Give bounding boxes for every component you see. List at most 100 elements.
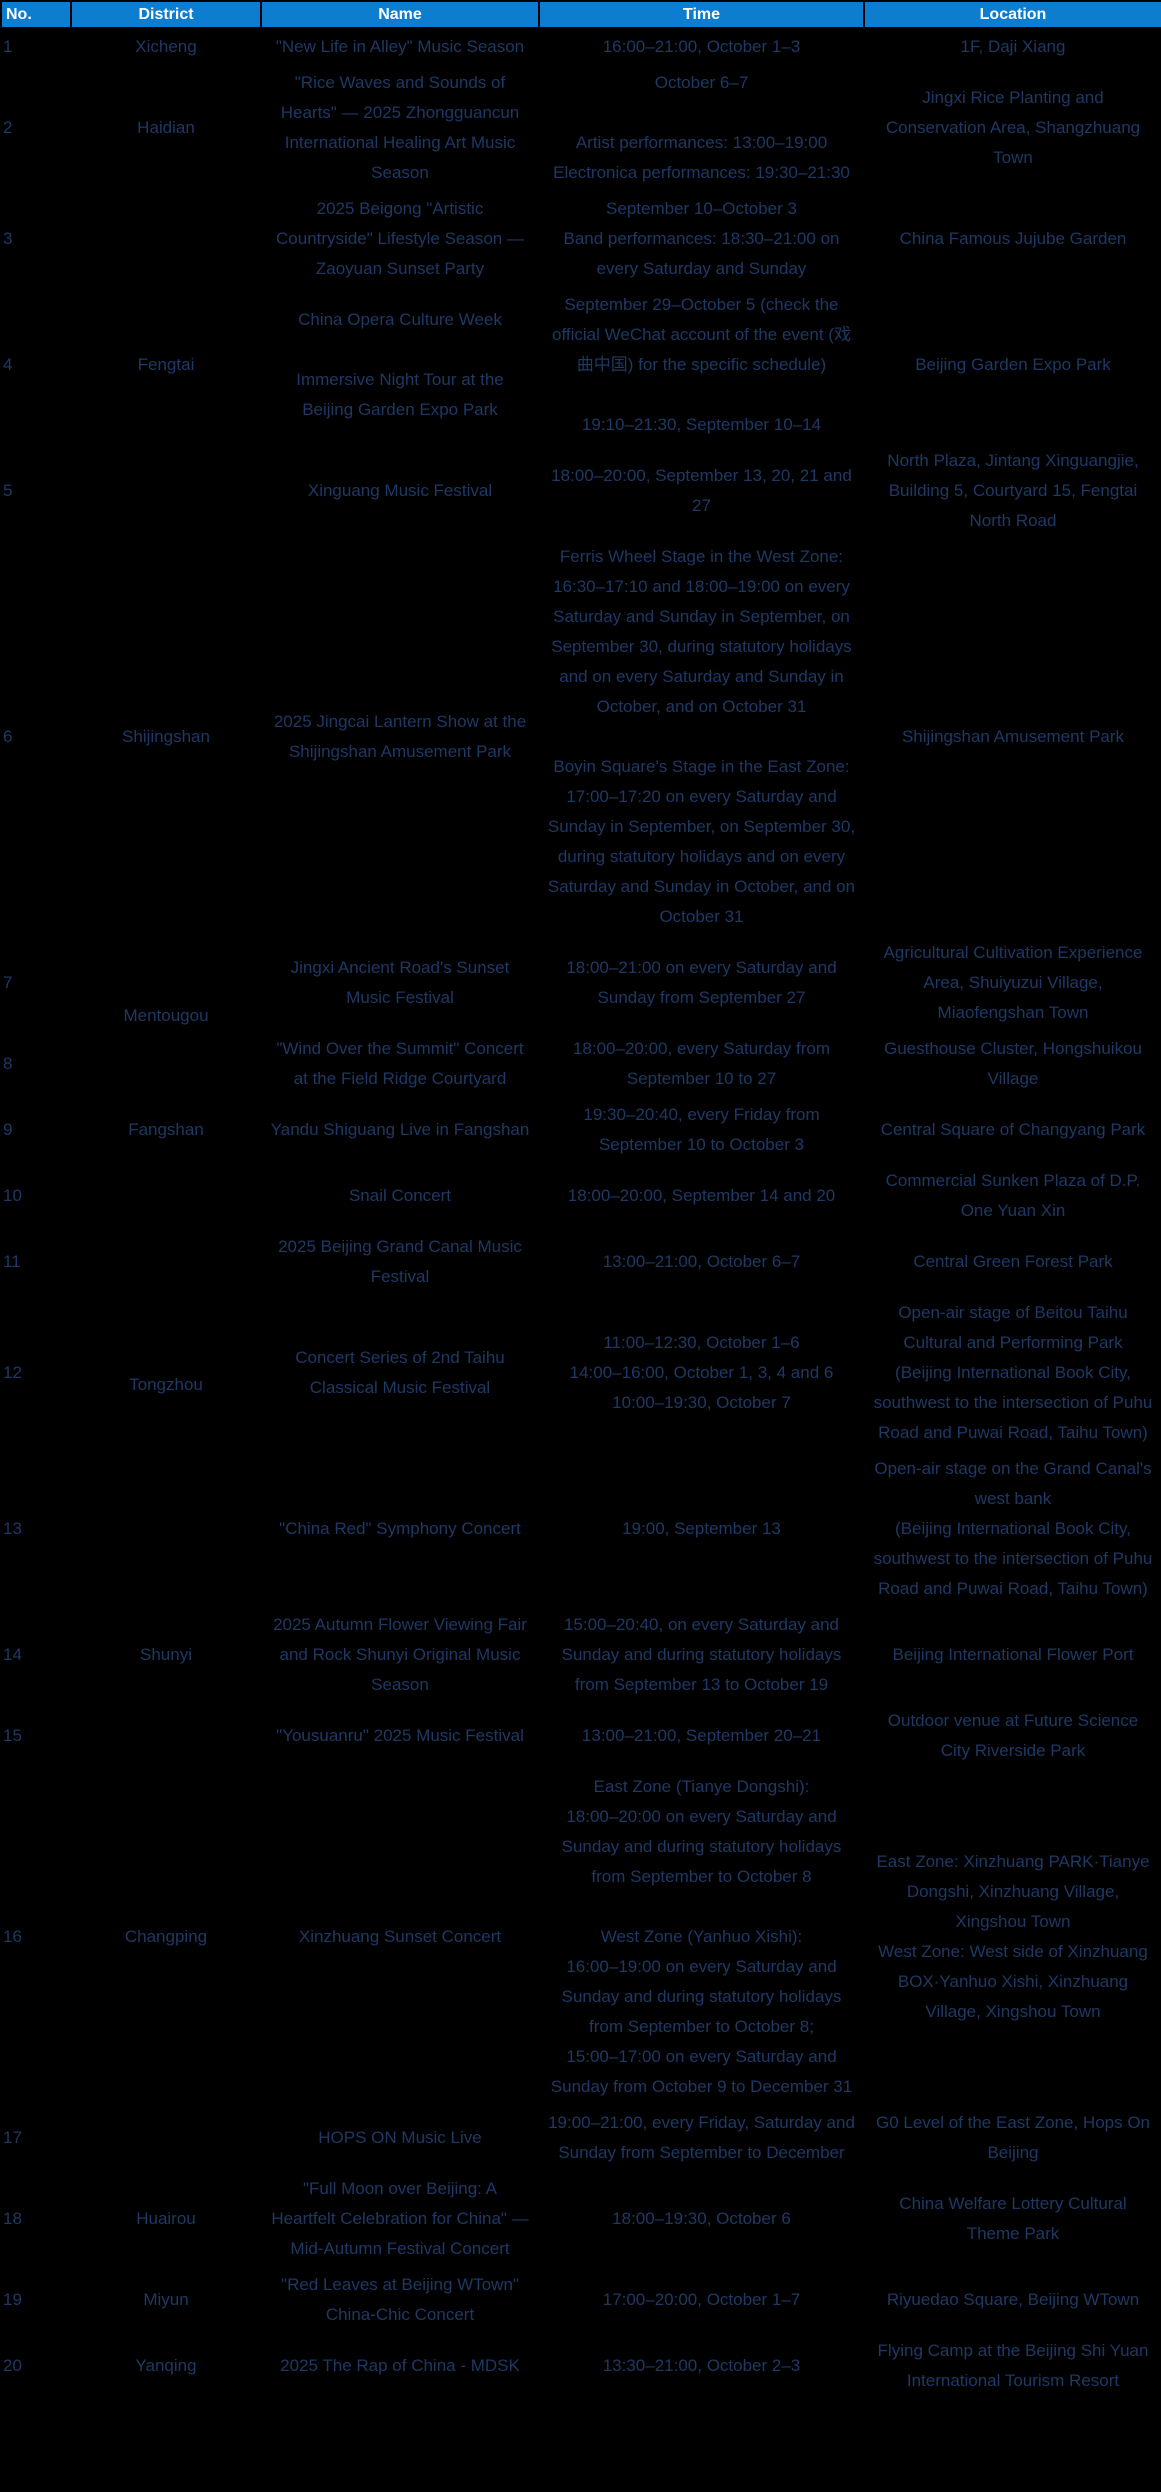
- event-name-cell: Xinguang Music Festival: [261, 443, 539, 539]
- cell-paragraph: "Full Moon over Beijing: A Heartfelt Cel…: [271, 2179, 529, 2258]
- location-cell: Open-air stage on the Grand Canal's west…: [864, 1451, 1161, 1607]
- table-row: 12 Concert Series of 2nd Taihu Classical …: [1, 1295, 1161, 1451]
- event-name-cell: 2025 Autumn Flower Viewing Fair and Rock…: [261, 1607, 539, 1703]
- time-cell: 17:00–20:00, October 1–7: [539, 2267, 864, 2333]
- cell-paragraph: Outdoor venue at Future Science City Riv…: [887, 1711, 1139, 1760]
- time-cell: 16:00–21:00, October 1–3: [539, 28, 864, 65]
- cell-paragraph: Yandu Shiguang Live in Fangshan: [270, 1120, 530, 1139]
- event-name-cell: "Wind Over the Summit" Concert at the Fi…: [261, 1031, 539, 1097]
- row-number-cell: 18: [3, 2209, 22, 2228]
- row-number-cell: 6: [3, 727, 13, 746]
- column-header-name: Name: [260, 0, 540, 29]
- cell-paragraph: 15:00–20:40, on every Saturday and Sunda…: [561, 1615, 842, 1694]
- cell-paragraph: October 6–7: [654, 73, 749, 92]
- district-cell: Tongzhou: [129, 1375, 203, 1394]
- column-header-district: District: [70, 0, 262, 29]
- cell-paragraph: China Welfare Lottery Cultural Theme Par…: [899, 2194, 1127, 2243]
- row-number-cell: 9: [3, 1120, 13, 1139]
- table-row: 14 Shunyi 2025 Autumn Flower Viewing Fair …: [1, 1607, 1161, 1703]
- location-cell: Guesthouse Cluster, Hongshuikou Village: [864, 1031, 1161, 1097]
- table-row: 16 Xinzhuang Sunset Concert East Zone (Tia…: [1, 1769, 1161, 2105]
- cell-paragraph: 19:30–20:40, every Friday from September…: [583, 1105, 820, 1154]
- district-cell: Shijingshan: [122, 727, 210, 746]
- cell-paragraph: Flying Camp at the Beijing Shi Yuan Inte…: [877, 2341, 1149, 2390]
- event-name-cell: "China Red" Symphony Concert: [261, 1451, 539, 1607]
- cell-paragraph: Immersive Night Tour at the Beijing Gard…: [296, 370, 504, 419]
- event-name-cell: Snail Concert: [261, 1163, 539, 1229]
- table-row: 3 Fengtai 2025 Beigong "Artistic Countrysi…: [1, 191, 1161, 374]
- cell-paragraph: Commercial Sunken Plaza of D.P. One Yuan…: [885, 1171, 1141, 1220]
- cell-paragraph: 2025 Jingcai Lantern Show at the Shijing…: [273, 712, 527, 761]
- event-name-cell: Yandu Shiguang Live in Fangshan: [261, 1097, 539, 1163]
- cell-paragraph: 2025 Autumn Flower Viewing Fair and Rock…: [273, 1615, 527, 1694]
- table-row: 17 HOPS ON Music Live 19:00–21:00, every F…: [1, 2105, 1161, 2171]
- time-cell: 18:00–19:30, October 6: [539, 2171, 864, 2267]
- events-table-page: No. District Name Time Location 1 Xicheng…: [0, 0, 1161, 2399]
- cell-paragraph: "Wind Over the Summit" Concert at the Fi…: [276, 1039, 524, 1088]
- cell-paragraph: 2025 Beijing Grand Canal Music Festival: [278, 1237, 522, 1286]
- cell-paragraph: Boyin Square's Stage in the East Zone: 1…: [547, 757, 856, 926]
- cell-paragraph: 2025 The Rap of China - MDSK: [280, 2356, 520, 2375]
- district-cell: Fengtai: [137, 355, 195, 374]
- time-cell: September 10–October 3 Band performances…: [539, 191, 864, 287]
- time-cell: 13:00–21:00, September 20–21: [539, 1703, 864, 1769]
- time-cell: 18:00–20:00, every Saturday from Septemb…: [539, 1031, 864, 1097]
- location-cell: Commercial Sunken Plaza of D.P. One Yuan…: [864, 1163, 1161, 1229]
- event-name-cell: Jingxi Ancient Road's Sunset Music Festi…: [261, 935, 539, 1031]
- event-name-cell: "Rice Waves and Sounds of Hearts" — 2025…: [261, 65, 539, 191]
- event-name-cell: 2025 Beigong "Artistic Countryside" Life…: [261, 191, 539, 287]
- cell-paragraph: "New Life in Alley" Music Season: [275, 37, 525, 56]
- location-cell: Beijing International Flower Port: [864, 1607, 1161, 1703]
- event-name-cell: HOPS ON Music Live: [261, 2105, 539, 2171]
- events-table: No. District Name Time Location 1 Xicheng…: [0, 0, 1161, 2399]
- cell-paragraph: "China Red" Symphony Concert: [279, 1519, 521, 1538]
- time-cell: 13:30–21:00, October 2–3: [539, 2333, 864, 2399]
- table-row: 8 "Wind Over the Summit" Concert at the F…: [1, 1031, 1161, 1097]
- cell-paragraph: September 29–October 5 (check the offici…: [552, 295, 851, 374]
- cell-paragraph: 2025 Beigong "Artistic Countryside" Life…: [276, 199, 524, 278]
- time-cell: 19:30–20:40, every Friday from September…: [539, 1097, 864, 1163]
- district-cell: Xicheng: [135, 37, 197, 56]
- cell-paragraph: Xinguang Music Festival: [307, 481, 493, 500]
- column-header-time: Time: [538, 0, 865, 29]
- row-number-cell: 20: [3, 2356, 22, 2375]
- row-number-cell: 16: [3, 1927, 22, 1946]
- row-number-cell: 1: [3, 37, 13, 56]
- event-name-cell: "Red Leaves at Beijing WTown" China-Chic…: [261, 2267, 539, 2333]
- district-cell: Miyun: [143, 2290, 189, 2309]
- cell-paragraph: "Red Leaves at Beijing WTown" China-Chic…: [281, 2275, 519, 2324]
- district-cell: Mentougou: [123, 1006, 209, 1025]
- district-cell: Fangshan: [128, 1120, 204, 1139]
- event-name-cell: "New Life in Alley" Music Season: [261, 28, 539, 65]
- location-cell: Riyuedao Square, Beijing WTown: [864, 2267, 1161, 2333]
- table-row: 7 Mentougou Jingxi Ancient Road's Sunset M…: [1, 935, 1161, 1031]
- row-number-cell: 7: [3, 973, 13, 992]
- cell-paragraph: 13:30–21:00, October 2–3: [602, 2356, 801, 2375]
- row-number-cell: 5: [3, 481, 13, 500]
- cell-paragraph: G0 Level of the East Zone, Hops On Beiji…: [875, 2113, 1151, 2162]
- table-row: 2 Haidian "Rice Waves and Sounds of Hearts…: [1, 65, 1161, 191]
- location-cell: Central Green Forest Park: [864, 1229, 1161, 1295]
- cell-paragraph: 19:00, September 13: [622, 1519, 781, 1538]
- cell-paragraph: 19:10–21:30, September 10–14: [581, 415, 822, 434]
- time-cell: 18:00–21:00 on every Saturday and Sunday…: [539, 935, 864, 1031]
- cell-paragraph: Central Square of Changyang Park: [880, 1120, 1146, 1139]
- cell-paragraph: Artist performances: 13:00–19:00 Electro…: [553, 133, 850, 182]
- table-row: 5 Xinguang Music Festival 18:00–20:00, Sep…: [1, 443, 1161, 539]
- row-number-cell: 10: [3, 1186, 22, 1205]
- event-name-cell: Xinzhuang Sunset Concert: [261, 1769, 539, 2105]
- table-row: 1 Xicheng "New Life in Alley" Music Season…: [1, 28, 1161, 65]
- table-row: 6 Shijingshan 2025 Jingcai Lantern Show at…: [1, 539, 1161, 935]
- cell-paragraph: 18:00–20:00, September 14 and 20: [567, 1186, 836, 1205]
- location-cell: East Zone: Xinzhuang PARK·Tianye Dongshi…: [864, 1769, 1161, 2105]
- row-number-cell: 8: [3, 1054, 13, 1073]
- table-row: 18 Huairou "Full Moon over Beijing: A Hear…: [1, 2171, 1161, 2267]
- event-name-cell: "Yousuanru" 2025 Music Festival: [261, 1703, 539, 1769]
- cell-paragraph: 16:00–21:00, October 1–3: [602, 37, 801, 56]
- location-cell: Outdoor venue at Future Science City Riv…: [864, 1703, 1161, 1769]
- time-cell: East Zone (Tianye Dongshi): 18:00–20:00 …: [539, 1769, 864, 2105]
- cell-paragraph: China Opera Culture Week: [298, 310, 502, 329]
- cell-paragraph: Shijingshan Amusement Park: [901, 727, 1125, 746]
- column-header-location: Location: [863, 0, 1161, 29]
- cell-paragraph: 17:00–20:00, October 1–7: [602, 2290, 801, 2309]
